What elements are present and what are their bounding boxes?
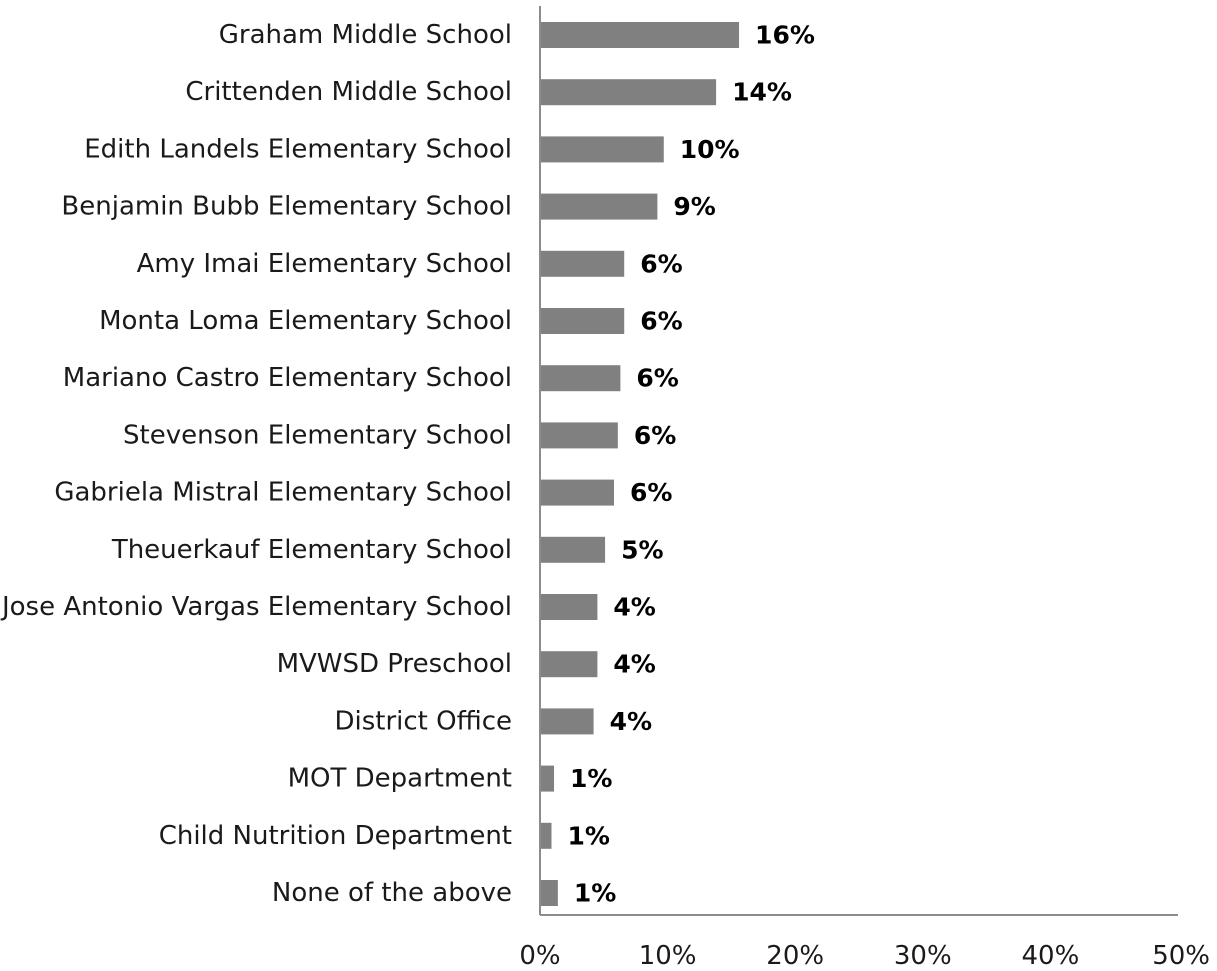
category-label: Stevenson Elementary School: [123, 420, 512, 450]
category-label: Benjamin Bubb Elementary School: [61, 192, 512, 222]
data-labels-group: 16% 14% 10% 9% 6% 6% 6% 6% 6% 5% 4% 4% 4% 1% 1% 1%: [567, 21, 814, 908]
bar: [541, 79, 717, 106]
data-label: 16%: [755, 21, 815, 50]
category-label: None of the above: [272, 878, 512, 908]
category-label: Crittenden Middle School: [185, 77, 512, 107]
category-label: Graham Middle School: [219, 20, 512, 50]
bar: [541, 250, 625, 277]
bar: [541, 822, 552, 849]
bar: [541, 880, 558, 906]
bar: [541, 708, 594, 735]
bar: [541, 765, 555, 792]
data-label: 4%: [613, 650, 655, 679]
x-tick-label: 40%: [1022, 941, 1080, 971]
bar: [541, 365, 621, 392]
bar: [541, 536, 606, 563]
category-label: Jose Antonio Vargas Elementary School: [0, 592, 512, 622]
data-label: 5%: [621, 535, 663, 564]
bar: [541, 651, 598, 678]
data-label: 1%: [570, 764, 612, 793]
data-label: 6%: [640, 249, 682, 278]
x-tick-label: 20%: [766, 941, 824, 971]
data-label: 6%: [640, 307, 682, 336]
bar: [541, 136, 664, 163]
bar: [541, 479, 615, 506]
data-label: 6%: [636, 364, 678, 393]
bar: [541, 22, 740, 48]
x-tick-label: 30%: [894, 941, 952, 971]
data-label: 4%: [613, 593, 655, 622]
category-label: Child Nutrition Department: [159, 821, 512, 851]
category-labels-group: Graham Middle School Crittenden Middle Sc…: [0, 20, 512, 908]
data-label: 14%: [732, 78, 792, 107]
data-label: 6%: [634, 421, 676, 450]
category-label: Theuerkauf Elementary School: [111, 535, 512, 565]
bar: [541, 193, 658, 220]
data-label: 9%: [673, 192, 715, 221]
x-tick-label: 0%: [519, 941, 560, 971]
category-label: MOT Department: [288, 764, 512, 794]
x-tick-label: 10%: [639, 941, 697, 971]
category-label: Edith Landels Elementary School: [84, 134, 512, 164]
category-label: District Office: [334, 706, 512, 736]
category-label: Amy Imai Elementary School: [137, 249, 512, 279]
category-label: Mariano Castro Elementary School: [63, 363, 512, 393]
data-label: 10%: [680, 135, 740, 164]
x-tick-label: 50%: [1152, 941, 1210, 971]
category-label: Monta Loma Elementary School: [99, 306, 512, 336]
category-label: MVWSD Preschool: [277, 649, 512, 679]
data-label: 4%: [610, 707, 652, 736]
data-label: 1%: [574, 879, 616, 908]
data-label: 1%: [567, 821, 609, 850]
category-label: Gabriela Mistral Elementary School: [54, 478, 512, 508]
bar: [541, 308, 625, 334]
bar: [541, 594, 598, 620]
bars-group: [541, 22, 740, 906]
x-tick-labels-group: 0% 10% 20% 30% 40% 50%: [519, 941, 1210, 971]
bar: [541, 422, 618, 449]
data-label: 6%: [630, 478, 672, 507]
